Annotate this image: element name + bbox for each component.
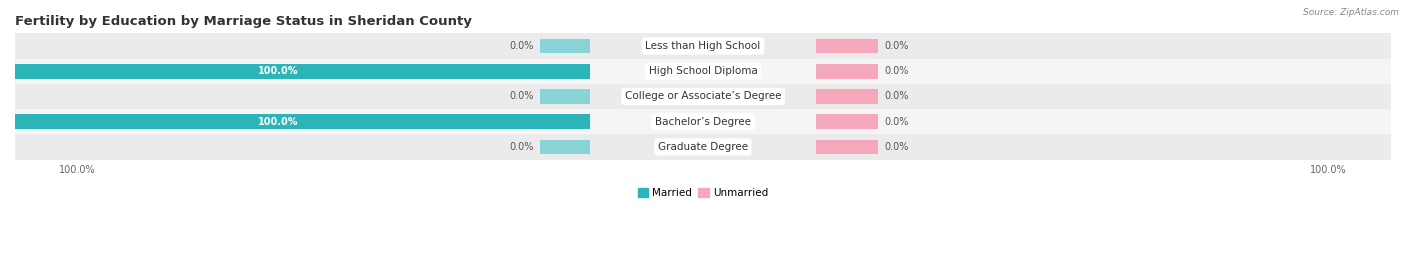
Text: Less than High School: Less than High School xyxy=(645,41,761,51)
Text: College or Associate’s Degree: College or Associate’s Degree xyxy=(624,92,782,102)
Bar xyxy=(540,39,591,53)
Text: 0.0%: 0.0% xyxy=(884,92,908,102)
Text: 0.0%: 0.0% xyxy=(510,92,534,102)
Text: 0.0%: 0.0% xyxy=(884,117,908,127)
Text: High School Diploma: High School Diploma xyxy=(648,66,758,76)
Text: Fertility by Education by Marriage Status in Sheridan County: Fertility by Education by Marriage Statu… xyxy=(15,15,472,28)
Bar xyxy=(15,134,1391,160)
Bar xyxy=(0,64,591,79)
Bar xyxy=(15,59,1391,84)
Text: 0.0%: 0.0% xyxy=(510,41,534,51)
Text: 100.0%: 100.0% xyxy=(257,66,298,76)
Bar xyxy=(815,140,879,154)
Bar xyxy=(815,64,879,79)
Text: 0.0%: 0.0% xyxy=(510,142,534,152)
Text: 100.0%: 100.0% xyxy=(257,117,298,127)
Text: Graduate Degree: Graduate Degree xyxy=(658,142,748,152)
Legend: Married, Unmarried: Married, Unmarried xyxy=(634,184,772,202)
Bar xyxy=(815,89,879,104)
Bar xyxy=(540,89,591,104)
Text: Source: ZipAtlas.com: Source: ZipAtlas.com xyxy=(1303,8,1399,17)
Bar xyxy=(815,39,879,53)
Bar xyxy=(815,114,879,129)
Text: 0.0%: 0.0% xyxy=(884,66,908,76)
Text: Bachelor’s Degree: Bachelor’s Degree xyxy=(655,117,751,127)
Text: 0.0%: 0.0% xyxy=(884,41,908,51)
Bar xyxy=(540,140,591,154)
Bar xyxy=(15,33,1391,59)
Bar xyxy=(15,84,1391,109)
Bar xyxy=(0,114,591,129)
Text: 0.0%: 0.0% xyxy=(884,142,908,152)
Bar xyxy=(15,109,1391,134)
